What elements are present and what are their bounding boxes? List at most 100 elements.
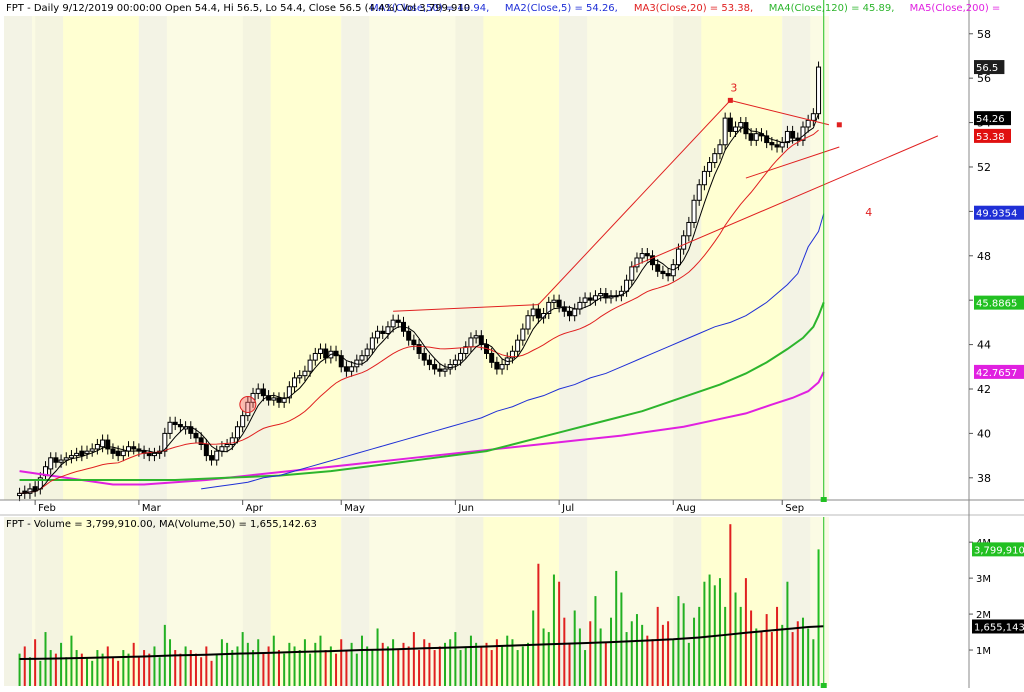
candle-up (120, 450, 126, 457)
volume-ma-line (19, 625, 824, 661)
volume-bar (817, 549, 820, 686)
month-tick-label: Jul (561, 503, 574, 514)
volume-bar (459, 650, 462, 686)
volume-bar (122, 650, 125, 686)
candle-up (551, 299, 557, 303)
volume-bar (407, 646, 410, 686)
volume-bar (599, 628, 602, 686)
volume-badge (972, 619, 1024, 634)
volume-bar (350, 642, 353, 686)
volume-bar (604, 642, 607, 686)
volume-bar (433, 650, 436, 686)
volume-bar (708, 574, 711, 686)
volume-bar (257, 639, 260, 686)
volume-bar (573, 610, 576, 686)
candle-up (546, 301, 552, 315)
volume-bar (96, 650, 99, 686)
month-tick-label: Aug (676, 503, 696, 514)
candle-down (489, 352, 495, 363)
volume-bar (231, 650, 234, 686)
volume-bar (241, 632, 244, 686)
volume-bar (418, 650, 421, 686)
candle-down (644, 253, 650, 257)
candle-down (655, 264, 661, 272)
volume-bar (547, 632, 550, 686)
price-tick-label: 48 (977, 250, 991, 263)
volume-bar (755, 628, 758, 686)
candle-up (473, 335, 479, 339)
volume-bar (672, 639, 675, 686)
volume-bar (428, 642, 431, 686)
volume-tick-label: 2M (976, 610, 991, 621)
candle-up (359, 355, 365, 361)
volume-bar (75, 650, 78, 686)
volume-bar (324, 650, 327, 686)
candle-down (343, 366, 349, 372)
volume-bar (392, 639, 395, 686)
volume-bar (117, 660, 120, 686)
candle-down (172, 421, 178, 426)
price-badge-text: 42.7657 (976, 368, 1017, 379)
candle-up (681, 235, 687, 250)
candle-up (364, 348, 370, 357)
trendline-top-range (393, 304, 539, 312)
volume-bar (143, 650, 146, 686)
candle-up (292, 377, 298, 388)
volume-bar (106, 646, 109, 686)
volume-bar (267, 646, 270, 686)
candle-down (774, 144, 780, 148)
candle-down (421, 352, 427, 361)
volume-bar (28, 657, 31, 686)
candle-up (286, 386, 292, 399)
trendline-flag-top (730, 99, 830, 126)
volume-bar (283, 653, 286, 686)
volume-bar (635, 614, 638, 686)
candle-down (146, 452, 152, 457)
candle-up (307, 359, 313, 372)
candle-up (68, 455, 74, 459)
volume-bar (70, 635, 73, 686)
volume-bar (60, 642, 63, 686)
trendline-support (631, 135, 939, 268)
candle-up (452, 359, 458, 366)
volume-bar (169, 639, 172, 686)
candle-up (281, 397, 287, 403)
candle-up (701, 170, 707, 186)
volume-bar (277, 650, 280, 686)
price-badge (974, 111, 1011, 126)
candle-down (203, 443, 209, 457)
trendline-rally (538, 100, 731, 305)
volume-bar (335, 653, 338, 686)
candle-up (48, 457, 54, 470)
volume-bar (189, 650, 192, 686)
volume-bar (734, 592, 737, 686)
volume-bar (781, 624, 784, 686)
candle-down (209, 455, 215, 461)
volume-bar (158, 657, 161, 686)
volume-bar (589, 621, 592, 686)
volume-bar (558, 581, 561, 686)
volume-bar (527, 642, 530, 686)
volume-bar (298, 650, 301, 686)
price-tick-label: 52 (977, 161, 991, 174)
volume-bar (516, 650, 519, 686)
volume-bar (111, 657, 114, 686)
volume-bar (537, 563, 540, 686)
candle-up (255, 388, 261, 394)
ma-legend-label: MA3(Close,20) = 53.38, (634, 3, 753, 14)
volume-bar (703, 581, 706, 686)
candle-down (79, 450, 85, 457)
month-band-shade (4, 16, 32, 500)
candle-up (224, 443, 230, 448)
volume-bar (651, 639, 654, 686)
candle-up (639, 253, 645, 259)
candle-up (74, 452, 80, 457)
volume-bar (542, 628, 545, 686)
volume-bar (552, 574, 555, 686)
trendline-handle (727, 97, 733, 103)
volume-bar (252, 650, 255, 686)
candle-up (598, 293, 604, 297)
price-pane-title: FPT - Daily 9/12/2019 00:00:00 Open 54.4… (6, 3, 470, 14)
